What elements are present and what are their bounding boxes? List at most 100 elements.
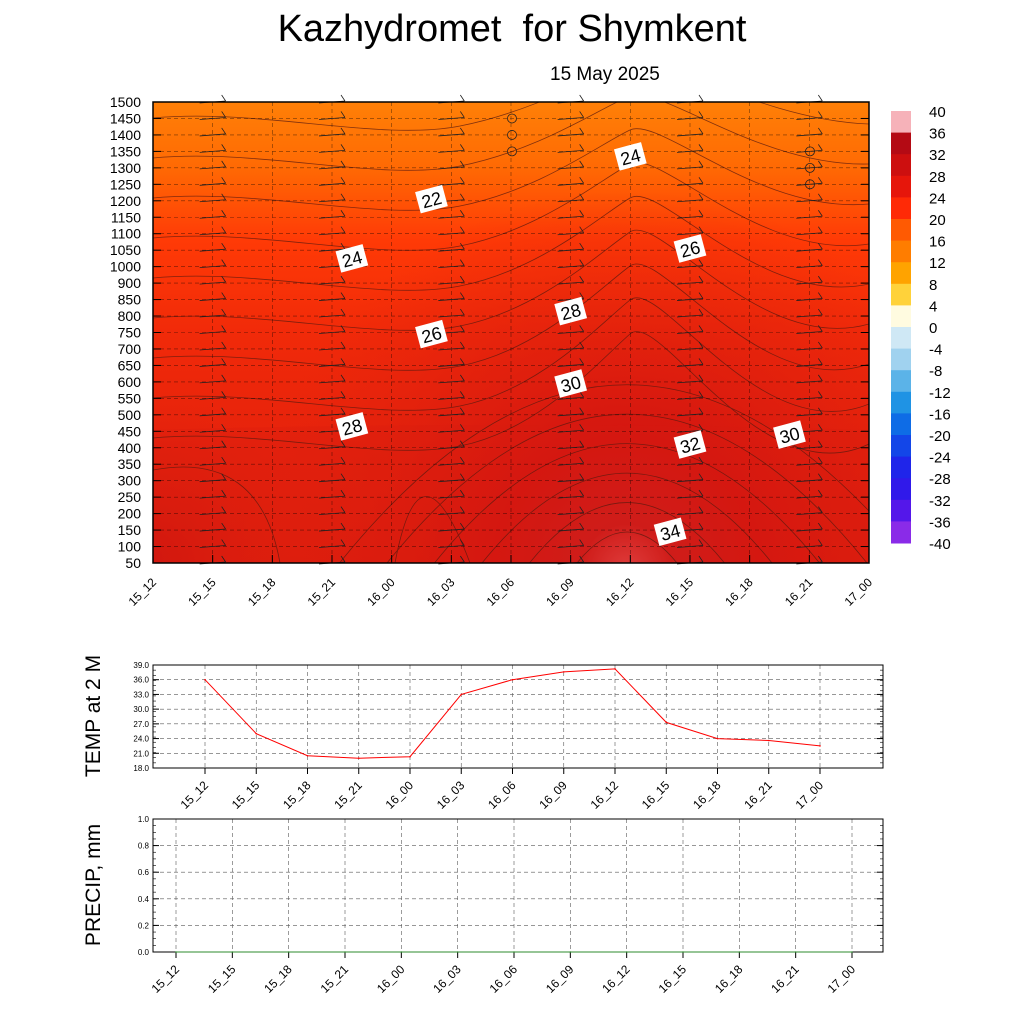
data-point xyxy=(665,721,668,724)
wind-barb xyxy=(221,473,226,480)
y-tick-label: 50 xyxy=(125,555,141,571)
wind-barb xyxy=(796,182,823,186)
wind-barb xyxy=(818,341,823,349)
colorbar-swatch xyxy=(891,219,911,242)
data-point xyxy=(204,678,206,681)
colorbar-swatch xyxy=(891,456,911,479)
wind-barb xyxy=(676,199,704,203)
wind-barb xyxy=(818,374,823,382)
wind-barb xyxy=(557,149,584,153)
wind-barb xyxy=(199,413,226,417)
data-point xyxy=(344,951,346,953)
data-point xyxy=(682,951,684,953)
wind-barb xyxy=(579,489,584,497)
wind-barb xyxy=(318,215,346,219)
wind-barb xyxy=(221,391,226,398)
wind-barb xyxy=(676,133,704,137)
calm-wind-marker xyxy=(507,130,517,140)
wind-barb xyxy=(199,281,226,285)
wind-barb xyxy=(796,199,823,203)
wind-barb xyxy=(340,308,346,316)
contour-label-box xyxy=(773,420,806,449)
y-tick-label: 600 xyxy=(118,374,142,390)
x-tick-label: 15_15 xyxy=(229,778,263,812)
colorbar-label: -36 xyxy=(929,514,951,531)
wind-barb xyxy=(199,495,226,499)
wind-barb xyxy=(698,341,704,349)
calm-wind-marker xyxy=(805,146,815,157)
wind-barb xyxy=(221,522,226,530)
contour-label: 24 xyxy=(335,244,369,273)
contour-label: 26 xyxy=(673,234,707,263)
wind-barb xyxy=(340,193,346,201)
data-point xyxy=(175,951,177,953)
data-point xyxy=(456,951,459,953)
wind-barb xyxy=(221,292,226,299)
contour-label-box xyxy=(673,234,707,263)
wind-barb xyxy=(579,177,584,184)
wind-barb xyxy=(460,144,465,151)
wind-barb xyxy=(818,407,823,415)
x-tick-label: 15_12 xyxy=(149,962,183,996)
wind-barb xyxy=(199,479,226,483)
colorbar-swatch xyxy=(891,499,911,522)
wind-barb xyxy=(460,127,465,135)
x-tick-label: 16_18 xyxy=(690,778,724,812)
y-tick-label: 750 xyxy=(118,325,142,341)
data-point xyxy=(614,668,616,670)
wind-barb xyxy=(698,210,704,217)
contour-label: 32 xyxy=(673,430,707,459)
data-point xyxy=(357,757,360,759)
wind-barb xyxy=(796,232,823,236)
wind-barb xyxy=(318,281,346,285)
y-tick-label: 1000 xyxy=(110,259,141,275)
x-tick-label: 16_00 xyxy=(364,575,398,609)
colorbar-label: 20 xyxy=(929,212,946,229)
grid-group xyxy=(153,819,883,952)
colorbar-swatch xyxy=(891,305,911,328)
wind-barb xyxy=(818,144,823,151)
wind-barb xyxy=(199,446,226,450)
wind-barb xyxy=(340,489,346,497)
wind-barb xyxy=(557,199,584,203)
wind-barb xyxy=(557,331,584,334)
wind-barb xyxy=(460,456,465,464)
wind-barb xyxy=(199,429,226,433)
wind-barb xyxy=(199,462,226,466)
wind-barb xyxy=(340,292,346,299)
wind-barb xyxy=(318,446,346,450)
wind-barb xyxy=(698,473,704,480)
isotherm-dome xyxy=(529,502,725,563)
wind-barb xyxy=(318,512,346,516)
wind-barb xyxy=(340,210,346,217)
x-tick-label: 16_15 xyxy=(663,575,697,609)
wind-barb xyxy=(676,495,704,499)
colorbar-label: -16 xyxy=(929,406,951,423)
y-tick-label: 550 xyxy=(118,390,142,406)
wind-barb xyxy=(676,364,704,367)
wind-barb xyxy=(818,242,823,250)
wind-barb xyxy=(460,473,465,480)
wind-barb xyxy=(818,358,823,365)
wind-barb xyxy=(698,407,704,415)
wind-barb xyxy=(557,413,584,417)
wind-barb xyxy=(579,160,584,168)
wind-barb xyxy=(438,298,465,301)
contour-label-box xyxy=(335,412,369,441)
x-tick-label: 16_21 xyxy=(782,575,816,609)
wind-barb xyxy=(221,341,226,349)
y-tick-label: 900 xyxy=(118,275,142,291)
wind-barb xyxy=(221,226,226,233)
wind-barb xyxy=(796,149,823,153)
x-tick-label: 15_21 xyxy=(331,778,365,812)
wind-barb xyxy=(698,325,704,332)
wind-barb xyxy=(340,473,346,480)
wind-barb xyxy=(460,374,465,382)
wind-barb xyxy=(460,259,465,266)
wind-barb xyxy=(796,133,823,137)
x-tick-label: 16_12 xyxy=(588,778,622,812)
wind-barb xyxy=(818,160,823,168)
wind-barb xyxy=(818,259,823,266)
wind-barb xyxy=(698,177,704,184)
data-point xyxy=(562,671,565,673)
